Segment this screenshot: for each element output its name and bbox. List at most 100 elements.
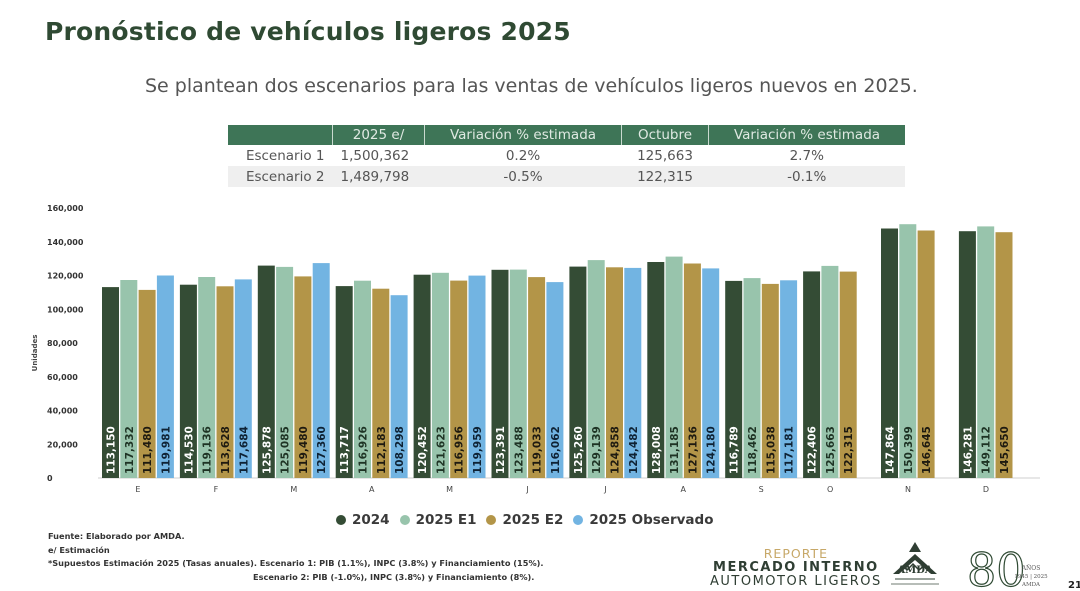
legend-label: 2025 E2 <box>502 512 564 528</box>
bar-2025-e2-1 <box>216 286 234 478</box>
legend-item-2024: 2024 <box>336 512 390 528</box>
bar-2025-e1-10 <box>899 224 917 478</box>
bar-2025-e2-3 <box>372 288 390 478</box>
header-cell-variation-october: Variación % estimada <box>708 125 905 145</box>
assumptions-note-2: Escenario 2: PIB (-1.0%), INPC (3.8%) y … <box>253 571 535 582</box>
x-tick-label: A <box>681 485 687 494</box>
bar-value-label: 131,185 <box>669 426 681 474</box>
report-name: MERCADO INTERNO <box>713 560 879 575</box>
amda-logo-text: AMDA <box>896 565 933 576</box>
x-tick-label: D <box>983 485 989 494</box>
bar-value-label: 125,085 <box>280 426 292 474</box>
bar-value-label: 150,399 <box>903 426 915 474</box>
legend-dot-icon <box>486 515 497 525</box>
amda-logo-icon: AMDA <box>891 542 939 585</box>
bar-value-label: 122,315 <box>843 426 855 474</box>
bar-2025-e1-2 <box>276 266 294 478</box>
bar-2025-e1-1 <box>198 277 216 478</box>
bar-2024-1 <box>179 284 197 478</box>
estimate-note: e/ Estimación <box>48 544 110 555</box>
bar-value-label: 149,112 <box>981 426 993 474</box>
bar-2024-2 <box>257 265 275 478</box>
bar-value-label: 119,959 <box>472 426 484 474</box>
legend-label: 2025 E1 <box>415 512 477 528</box>
bar-2025-e1-11 <box>977 226 995 478</box>
footnotes: Fuente: Elaborado por AMDA. e/ Estimació… <box>48 530 544 584</box>
y-tick-label: 60,000 <box>47 373 78 382</box>
bar-2025-e1-9 <box>821 265 839 478</box>
bar-value-label: 146,645 <box>921 426 933 474</box>
anniversary-text-dates: 1945 | 2025 <box>1014 574 1048 580</box>
anniversary-text-amda: AMDA <box>1021 582 1041 588</box>
anniversary-logo-icon: 80 AÑOS 1945 | 2025 AMDA <box>966 542 1048 588</box>
bar-value-label: 119,136 <box>202 426 214 474</box>
source-note: Fuente: Elaborado por AMDA. <box>48 531 185 541</box>
bar-value-label: 120,452 <box>417 426 429 474</box>
bar-2024-3 <box>335 286 353 478</box>
y-tick-label: 20,000 <box>47 440 78 449</box>
bar-2025-observado-4 <box>468 275 486 478</box>
page-title: Pronóstico de vehículos ligeros 2025 <box>45 17 571 46</box>
bar-2025-e1-3 <box>354 280 371 478</box>
bar-value-label: 146,281 <box>962 426 974 474</box>
scenario-2025-total: 1,500,362 <box>332 145 425 166</box>
bar-value-label: 115,038 <box>765 426 777 474</box>
bar-2025-e2-8 <box>761 283 779 478</box>
bar-value-label: 129,139 <box>591 426 603 474</box>
report-label: REPORTE <box>763 546 829 561</box>
x-tick-label: E <box>135 485 140 494</box>
bar-value-label: 147,864 <box>885 426 897 474</box>
x-tick-label: S <box>759 485 764 494</box>
bars-group: 113,150 117,332 111,480 119,981 114,530 119,1… <box>102 224 1013 478</box>
x-tick-label: M <box>290 485 297 494</box>
x-tick-label: F <box>214 485 219 494</box>
scenario-october-variation: -0.1% <box>708 166 905 187</box>
bar-value-label: 128,008 <box>651 426 663 474</box>
bar-2025-observado-2 <box>312 263 330 478</box>
bar-2025-e2-7 <box>683 263 701 478</box>
bar-2025-e2-5 <box>528 277 546 478</box>
scenario-table-header: 2025 e/ Variación % estimada Octubre Var… <box>228 125 905 145</box>
y-axis: 0 20,000 40,000 60,000 80,000 100,000 120,000 1… <box>47 204 84 483</box>
x-tick-label: A <box>369 485 375 494</box>
scenario-annual-variation: -0.5% <box>424 166 622 187</box>
scenario-name: Escenario 2 <box>228 166 333 187</box>
bar-value-label: 121,623 <box>435 426 447 474</box>
bar-value-label: 113,717 <box>339 426 351 474</box>
bar-2025-e2-0 <box>138 289 156 478</box>
x-tick-label: J <box>603 485 606 494</box>
anniversary-number: 80 <box>967 543 1026 588</box>
scenario-october-variation: 2.7% <box>708 145 905 166</box>
legend-label: 2024 <box>352 512 390 528</box>
bar-2025-e2-10 <box>917 230 935 478</box>
scenario-october-units: 125,663 <box>621 145 709 166</box>
bar-value-label: 124,180 <box>706 426 718 474</box>
legend-dot-icon <box>336 515 346 525</box>
bar-value-label: 108,298 <box>394 426 406 474</box>
y-tick-label: 120,000 <box>47 272 84 281</box>
bar-value-label: 116,062 <box>550 426 562 474</box>
scenario-name: Escenario 1 <box>228 145 333 166</box>
bar-value-label: 117,332 <box>124 426 136 474</box>
x-tick-label: O <box>827 485 833 494</box>
scenario-2025-total: 1,489,798 <box>332 166 425 187</box>
bar-value-label: 116,789 <box>729 426 741 474</box>
monthly-sales-bar-chart: 0 20,000 40,000 60,000 80,000 100,000 120,000 1… <box>31 204 1040 494</box>
bar-value-label: 125,878 <box>261 426 273 474</box>
bar-2025-observado-3 <box>390 295 408 478</box>
bar-value-label: 117,181 <box>784 426 796 474</box>
header-cell-variation-annual: Variación % estimada <box>424 125 622 145</box>
bar-2025-e1-7 <box>665 256 683 478</box>
bar-value-label: 119,480 <box>298 426 310 474</box>
bar-2024-10 <box>881 228 898 478</box>
bar-2025-e2-6 <box>606 267 623 478</box>
bar-value-label: 118,462 <box>747 426 759 474</box>
assumptions-note-1: *Supuestos Estimación 2025 (Tasas anuale… <box>48 558 544 568</box>
bar-value-label: 124,858 <box>610 426 622 474</box>
bar-2025-observado-5 <box>546 282 564 478</box>
scenario-october-units: 122,315 <box>621 166 709 187</box>
bar-2025-e2-2 <box>294 276 312 478</box>
y-tick-label: 100,000 <box>47 305 84 314</box>
bar-value-label: 113,628 <box>220 426 232 474</box>
